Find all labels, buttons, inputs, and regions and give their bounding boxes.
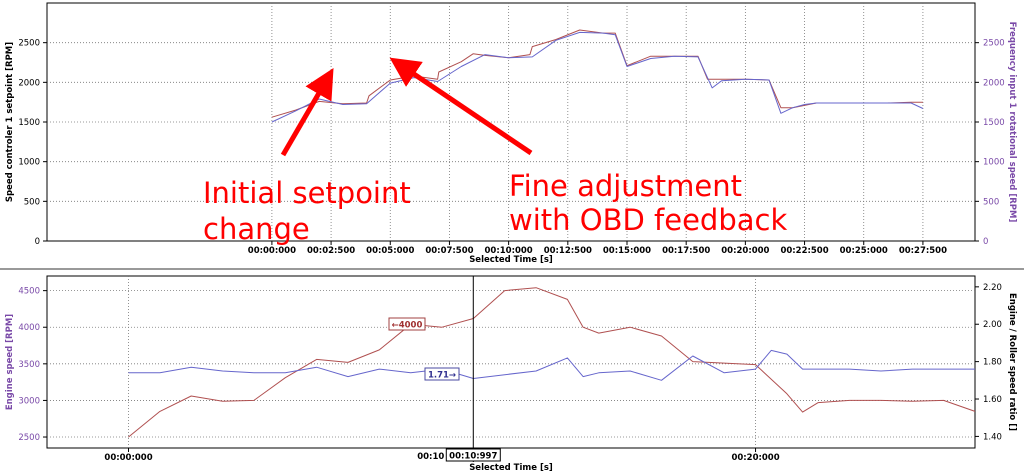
bottom-y-axis-label: Engine speed [RPM] [5, 314, 15, 410]
top-y-axis-label: Speed controler 1 setpoint [RPM] [5, 42, 15, 202]
x-tick-label: 00:22:500 [780, 246, 828, 256]
y2-tick-label: 500 [983, 197, 999, 207]
series-line-1 [128, 287, 976, 438]
x-tick-label: 00:00:000 [104, 453, 152, 463]
x-tick-label: 00:25:000 [840, 246, 888, 256]
engine-speed-readout-value: ←4000 [392, 321, 423, 331]
x-tick-label: 00:20:000 [731, 453, 779, 463]
top-x-axis-ticks: 00:00:000 00:02:500 00:05:000 00:07:500 00:1… [248, 241, 947, 256]
y-tick-label: 2500 [18, 433, 40, 443]
y-tick-label: 4000 [18, 323, 40, 333]
fine-adjust-arrow [389, 57, 533, 156]
top-grid [47, 3, 975, 241]
x-tick-label: 00:12:500 [544, 246, 592, 256]
ratio-readout-value: 1.71→ [428, 371, 456, 381]
top-chart: 0 500 1000 1500 2000 2500 0 500 1000 1500 2000 250… [5, 2, 1017, 265]
y-tick-label: 4500 [18, 287, 40, 297]
y-tick-label: 500 [24, 197, 40, 207]
cursor-time-label: 00:10:997 [449, 452, 497, 462]
x-tick-label: 00:00:000 [248, 246, 296, 256]
bottom-x-axis-label: Selected Time [s] [469, 463, 553, 473]
bottom-x-axis-ticks: 00:00:000 00:20:000 [104, 448, 780, 463]
x-tick-label: 00:17:500 [662, 246, 710, 256]
top-y2-axis-label: Frequency input 1 rotational speed [RPM] [1007, 22, 1017, 223]
x-tick-label: 00:27:500 [899, 246, 947, 256]
bottom-series-group [128, 287, 976, 438]
y-tick-label: 3500 [18, 360, 40, 370]
series-line-2 [128, 349, 975, 381]
y-tick-label: 2500 [18, 39, 40, 49]
y-tick-label: 3000 [18, 396, 40, 406]
y-tick-label: 1000 [18, 158, 40, 168]
x-tick-label: 00:07:500 [425, 246, 473, 256]
engine-speed-readout-frame [388, 317, 426, 331]
setpoint-arrow [280, 68, 334, 157]
series-line-1 [271, 29, 923, 118]
y2-tick-label: 2000 [983, 78, 1005, 88]
ratio-readout: 1.71→ [424, 367, 460, 381]
bottom-chart: 2500 3000 3500 4000 4500 1.40 1.60 1.80 2.00 2.2… [5, 275, 1017, 473]
annotation-layer: Initial setpoint change Fine adjustment … [203, 57, 787, 246]
engine-speed-readout: ←4000 [388, 317, 426, 331]
top-series-group [271, 29, 924, 123]
y2-tick-label: 0 [983, 237, 988, 247]
top-left-axis-ticks: 0 500 1000 1500 2000 2500 [18, 39, 47, 247]
y-tick-label: 0 [35, 237, 40, 247]
y-tick-label: 1500 [18, 118, 40, 128]
y2-tick-label: 1000 [983, 158, 1005, 168]
ratio-readout-frame [424, 367, 460, 381]
y-tick-label: 2000 [18, 78, 40, 88]
bottom-plot-frame [46, 275, 976, 449]
setpoint-annotation-line2: change [203, 212, 310, 246]
x-tick-label: 00:15:000 [603, 246, 651, 256]
cursor-time-box[interactable]: 00:10:997 [445, 448, 501, 462]
bottom-y2-axis-label: Engine / Roller speed ratio [] [1007, 293, 1017, 431]
y2-tick-label: 2500 [983, 39, 1005, 49]
x-tick-label: 00:02:500 [307, 246, 355, 256]
bottom-left-axis-ticks: 2500 3000 3500 4000 4500 [18, 287, 47, 443]
x-tick-label: 00:10:000 [485, 246, 533, 256]
y2-tick-label: 2.00 [983, 320, 1002, 330]
y2-tick-label: 1.40 [983, 432, 1002, 442]
cursor-partial-tick-label: 00:10 [417, 452, 444, 462]
y2-tick-label: 1.60 [983, 395, 1002, 405]
fine-annotation-line1: Fine adjustment [509, 169, 742, 203]
y2-tick-label: 2.20 [983, 283, 1002, 293]
bottom-right-axis-ticks: 1.40 1.60 1.80 2.00 2.20 [975, 283, 1002, 442]
bottom-grid [47, 276, 975, 448]
top-right-axis-ticks: 0 500 1000 1500 2000 2500 [975, 39, 1005, 247]
fine-annotation-line2: with OBD feedback [509, 203, 787, 237]
cursor-time-frame [445, 448, 501, 462]
x-tick-label: 00:20:000 [721, 246, 769, 256]
x-tick-label: 00:05:000 [366, 246, 414, 256]
y2-tick-label: 1500 [983, 118, 1005, 128]
y2-tick-label: 1.80 [983, 358, 1002, 368]
setpoint-annotation-line1: Initial setpoint [203, 176, 411, 210]
top-x-axis-label: Selected Time [s] [469, 255, 553, 265]
series-line-2 [271, 31, 924, 123]
